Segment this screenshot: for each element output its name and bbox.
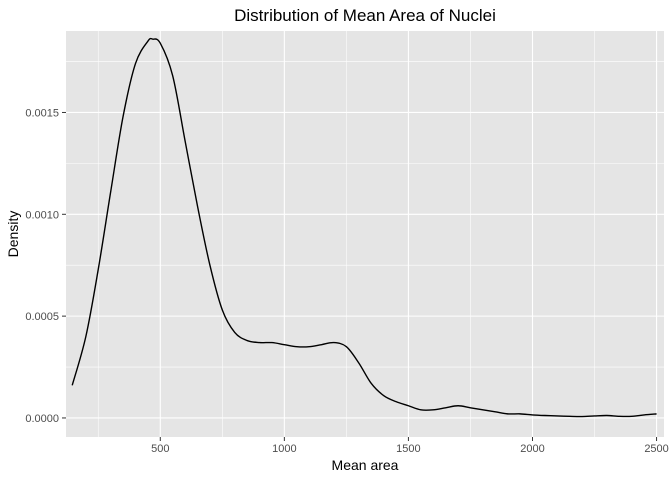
- x-axis-title: Mean area: [332, 457, 399, 473]
- y-tick-label: 0.0010: [25, 209, 59, 221]
- chart-title: Distribution of Mean Area of Nuclei: [234, 6, 496, 25]
- y-axis-title: Density: [5, 211, 21, 258]
- y-tick-label: 0.0005: [25, 311, 59, 323]
- x-tick-label: 2000: [520, 443, 544, 455]
- major-gridlines: [66, 31, 664, 437]
- y-tick-label: 0.0015: [25, 107, 59, 119]
- plot-panel: [66, 31, 664, 437]
- density-curve: [71, 37, 657, 418]
- minor-gridlines: [66, 31, 664, 437]
- x-tick-label: 2500: [644, 443, 668, 455]
- x-axis: 500 1000 1500 2000 2500: [151, 437, 669, 455]
- y-axis: 0.0000 0.0005 0.0010 0.0015: [25, 107, 66, 425]
- y-tick-label: 0.0000: [25, 413, 59, 425]
- x-tick-label: 1500: [396, 443, 420, 455]
- x-tick-label: 500: [151, 443, 169, 455]
- x-tick-label: 1000: [272, 443, 296, 455]
